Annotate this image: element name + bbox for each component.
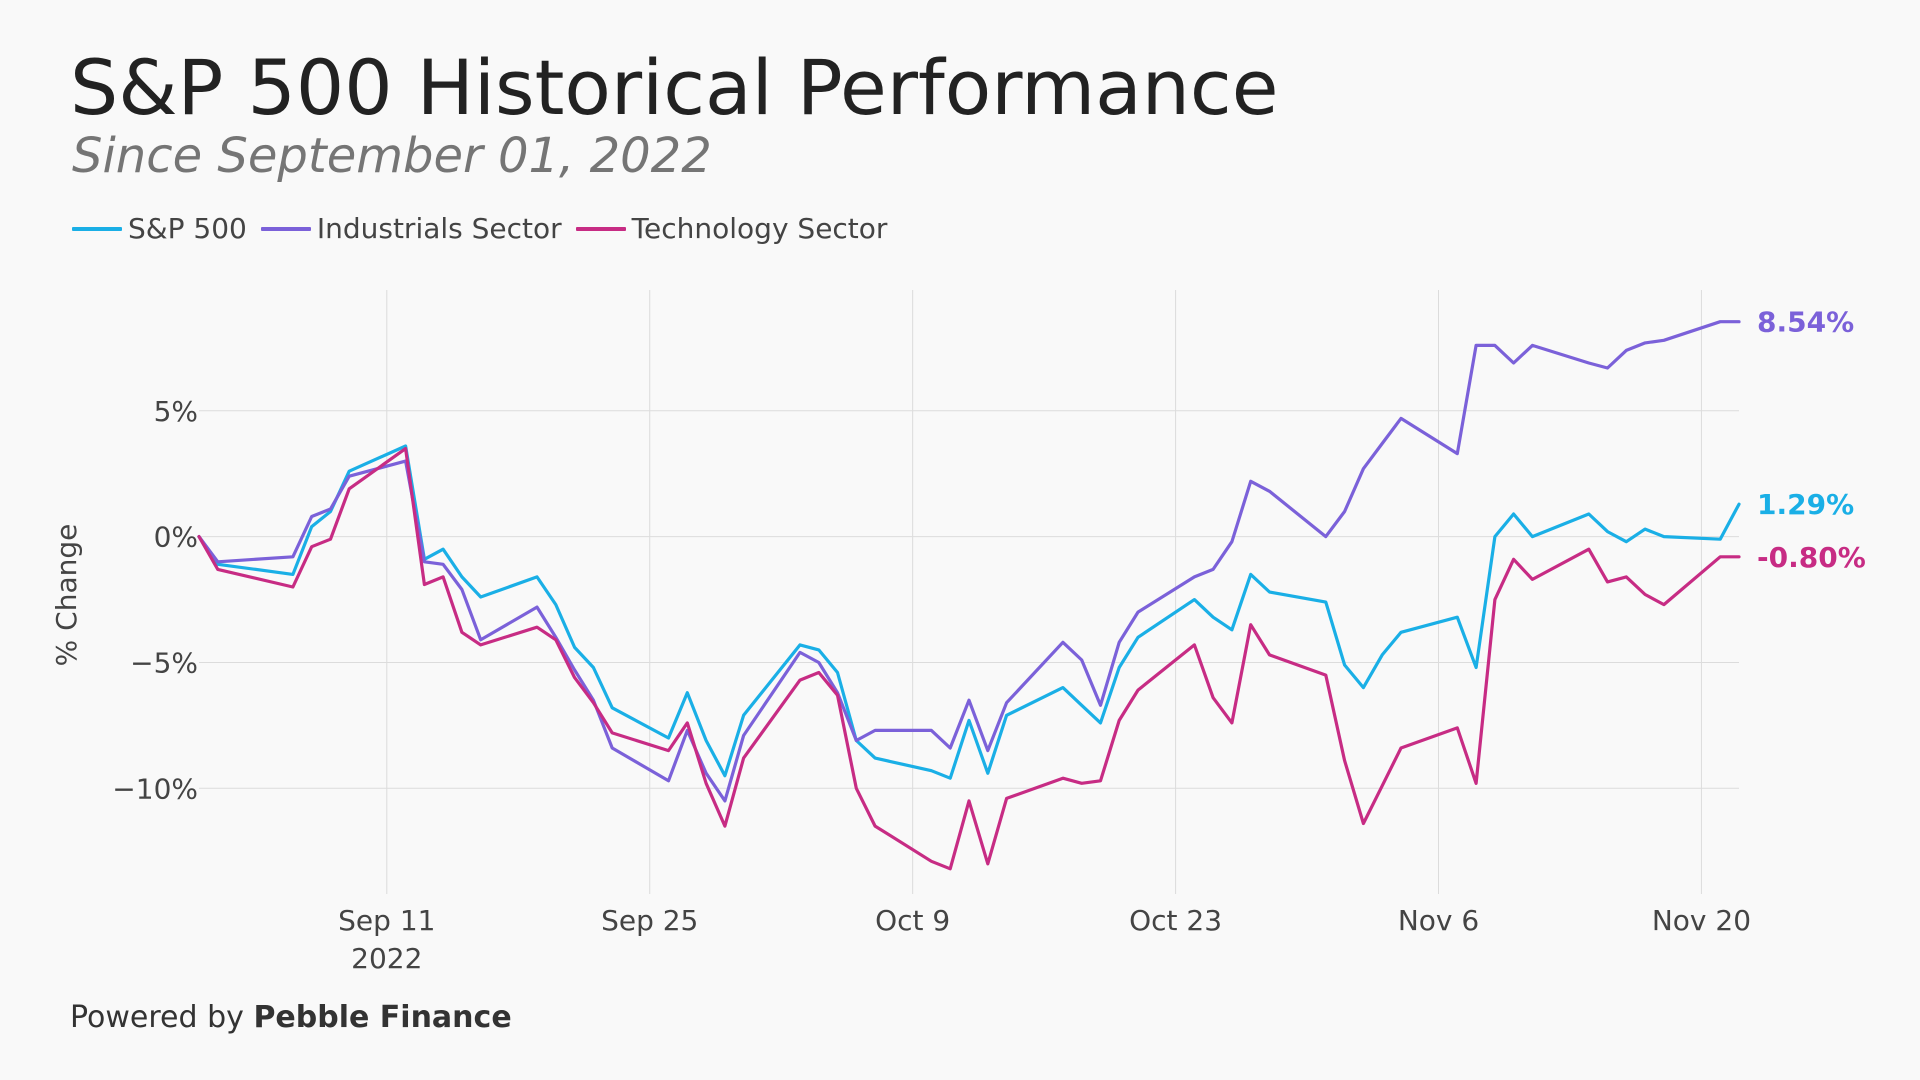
series-line-s-p-500: [197, 444, 1741, 780]
end-label-industrials-sector: 8.54%: [1757, 306, 1854, 339]
series-lines: [197, 320, 1741, 871]
y-gridlines: [199, 410, 1739, 789]
legend-item-technology: Technology Sector: [575, 212, 888, 245]
y-tick-labels: 5% 0% −5% −10%: [112, 395, 198, 806]
end-label-technology-sector: -0.80%: [1757, 541, 1866, 574]
legend-swatch-technology: [575, 226, 626, 231]
end-label-s-p-500: 1.29%: [1757, 488, 1854, 521]
legend-swatch-industrials: [260, 226, 311, 231]
y-tick-label-0: 5%: [154, 395, 198, 428]
x-tick-label-0: Sep 11: [338, 904, 435, 937]
x-tick-label-1: Sep 25: [601, 904, 698, 937]
footer-brand: Pebble Finance: [253, 1000, 512, 1035]
chart-title: S&P 500 Historical Performance: [70, 43, 1279, 132]
chart-legend: S&P 500 Industrials Sector Technology Se…: [72, 212, 901, 245]
end-labels: 1.29% 8.54% -0.80%: [1757, 306, 1866, 574]
series-line-industrials-sector: [197, 320, 1741, 803]
y-tick-label-3: −10%: [112, 772, 198, 805]
legend-swatch-sp500: [72, 226, 122, 231]
x-tick-label-4: Nov 6: [1398, 904, 1479, 937]
x-tick-label-5: Nov 20: [1652, 904, 1751, 937]
y-axis-label: % Change: [50, 524, 83, 667]
y-tick-label-1: 0%: [154, 521, 198, 554]
series-line-technology-sector: [197, 447, 1741, 871]
footer-credit: Powered by Pebble Finance: [70, 1000, 512, 1035]
x-tick-labels: Sep 11 2022 Sep 25 Oct 9 Oct 23 Nov 6 Nov 20: [338, 904, 1751, 975]
x-tick-label-3: Oct 23: [1129, 904, 1222, 937]
y-tick-label-2: −5%: [130, 646, 198, 679]
legend-label-industrials: Industrials Sector: [316, 212, 562, 245]
legend-label-sp500: S&P 500: [128, 212, 247, 245]
legend-item-industrials: Industrials Sector: [260, 212, 562, 245]
x-gridlines: [386, 290, 1702, 894]
x-tick-sublabel-0: 2022: [351, 942, 422, 975]
legend-item-sp500: S&P 500: [72, 212, 247, 245]
footer-prefix: Powered by: [70, 1000, 244, 1035]
x-tick-label-2: Oct 9: [875, 904, 950, 937]
legend-label-technology: Technology Sector: [631, 212, 888, 245]
chart-subtitle: Since September 01, 2022: [72, 128, 712, 184]
